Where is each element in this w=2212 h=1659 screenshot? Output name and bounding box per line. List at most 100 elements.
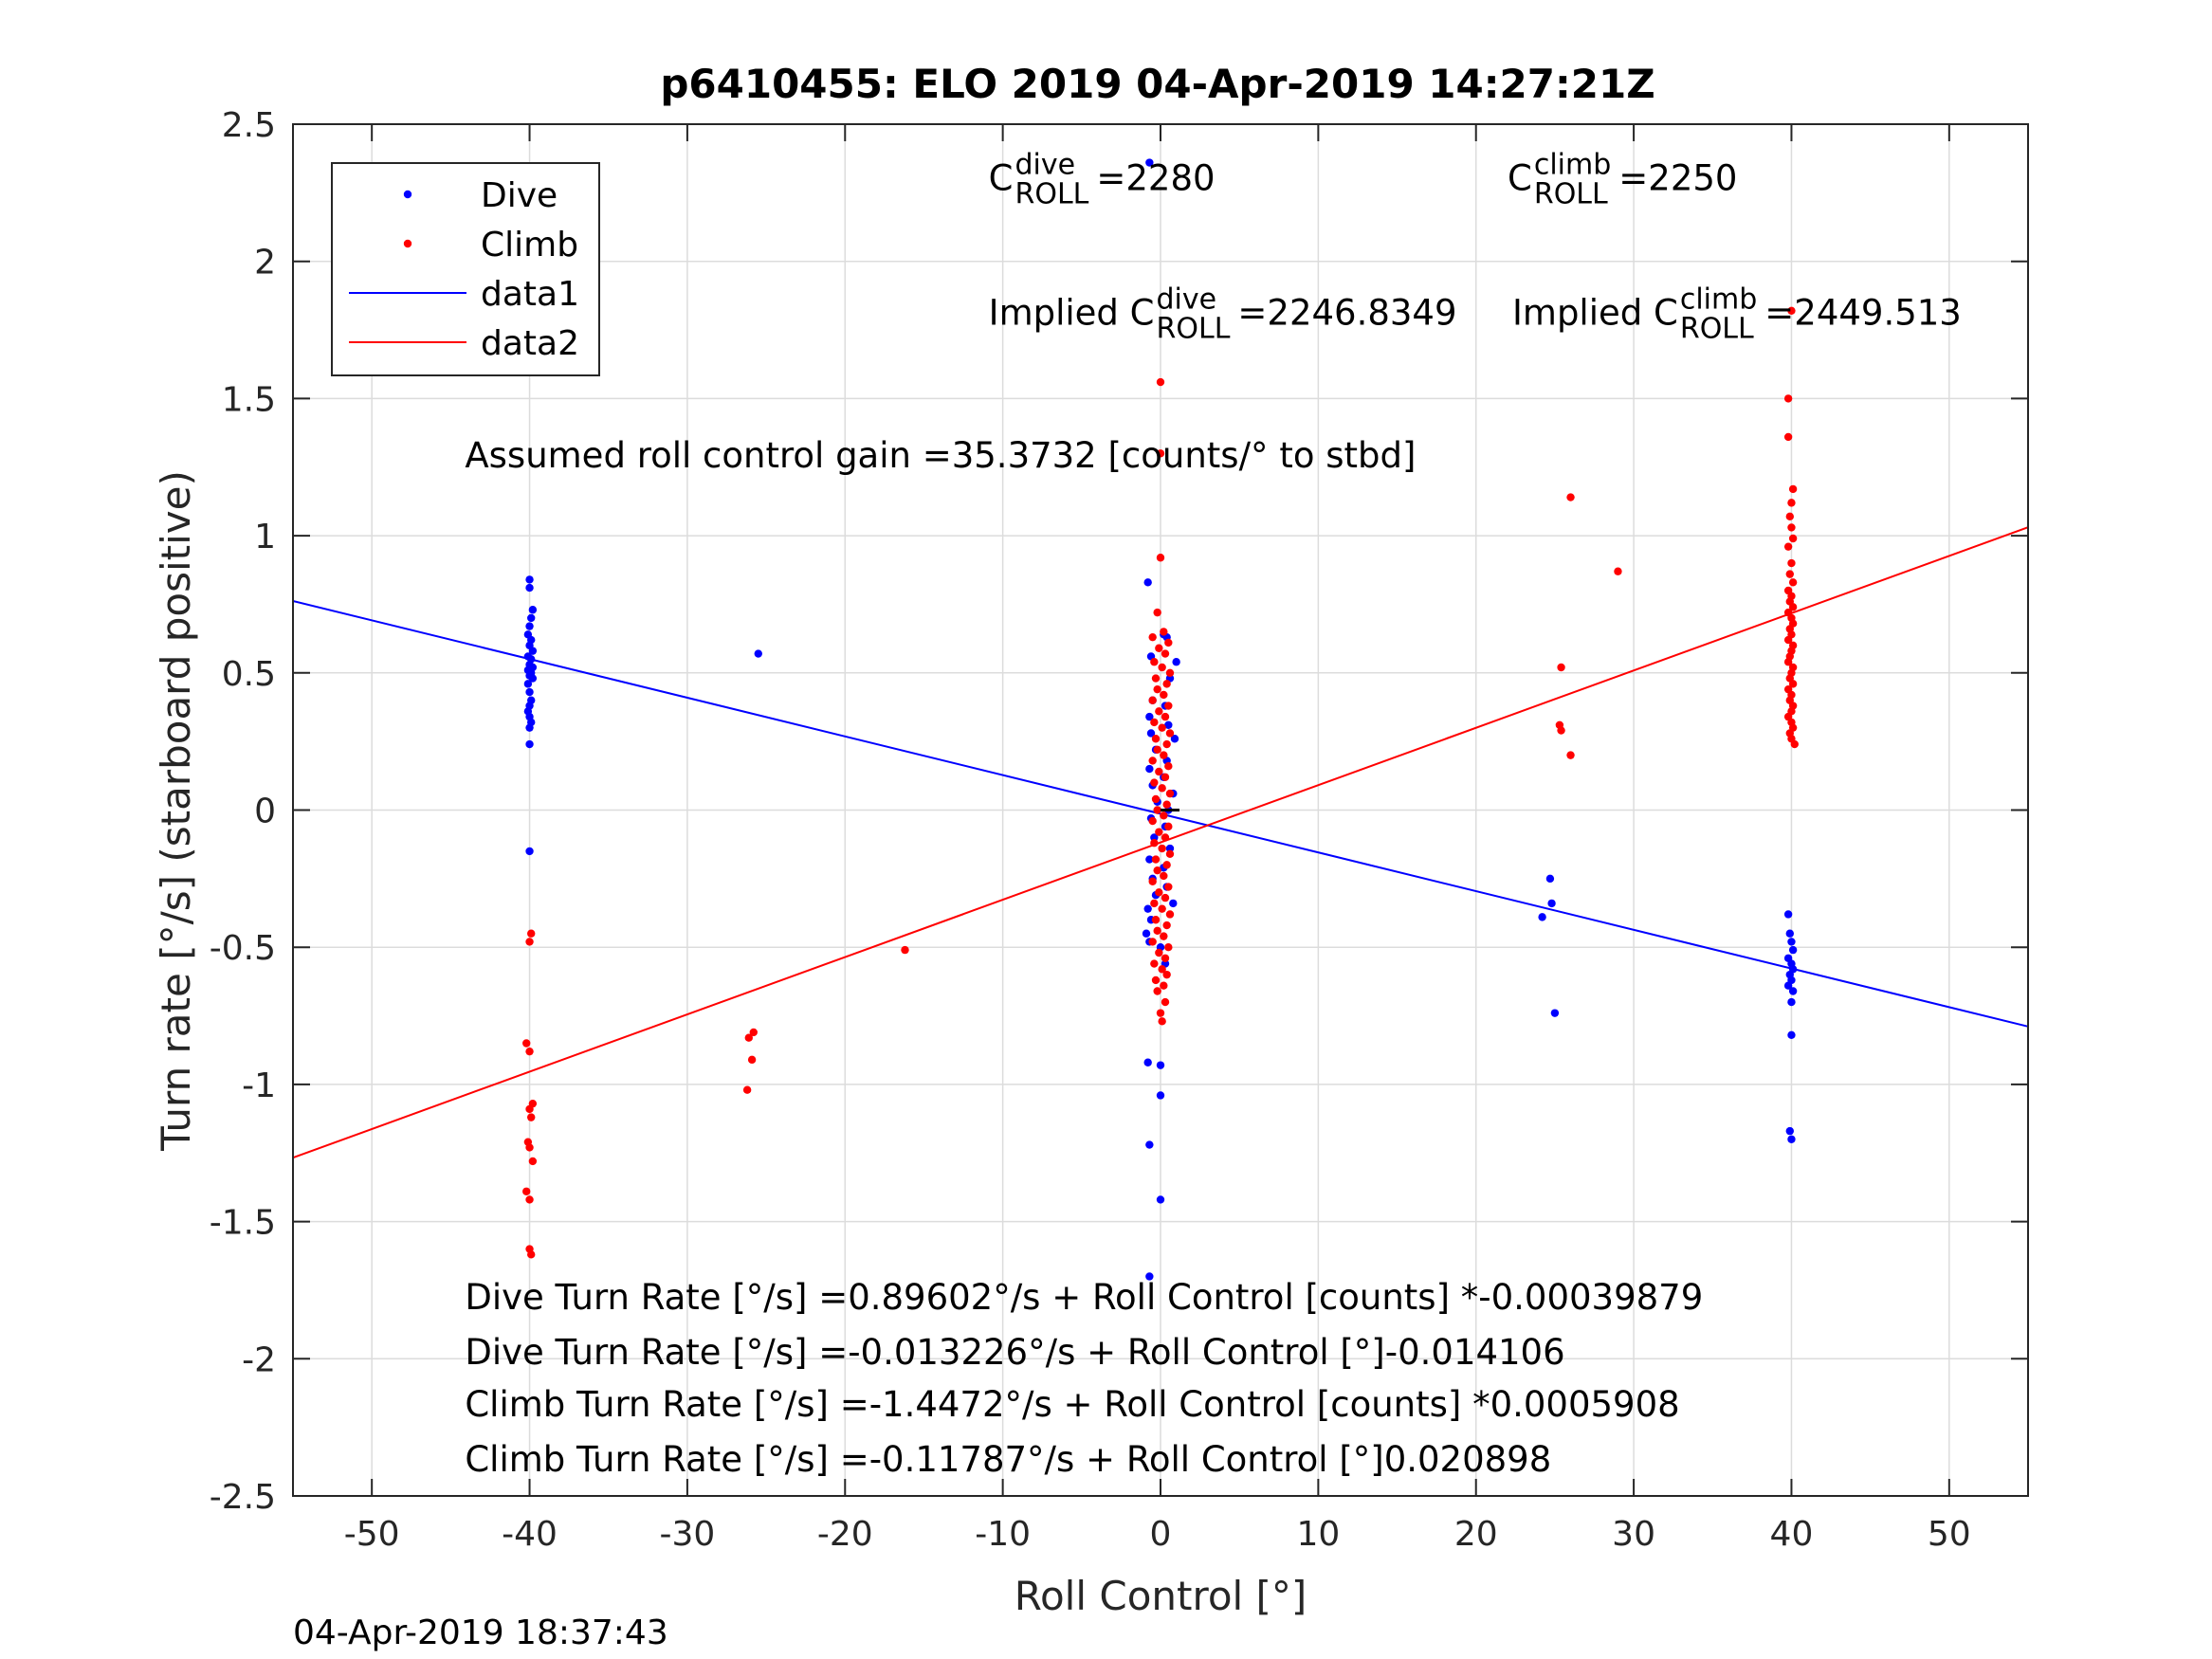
point-climb (1153, 684, 1161, 694)
annotation-text: Dive Turn Rate [°/s] =-0.013226°/s + Rol… (465, 1332, 1564, 1373)
point-climb (901, 945, 909, 955)
point-climb (1162, 921, 1171, 930)
point-climb (1155, 767, 1163, 776)
point-climb (1153, 745, 1161, 755)
point-dive (1169, 899, 1178, 908)
legend: Dive Climb data1 data2 (331, 162, 600, 376)
point-dive (525, 687, 534, 697)
point-dive (754, 649, 762, 658)
x-tick-label: 0 (1150, 1515, 1172, 1554)
point-dive (1785, 1126, 1794, 1136)
point-climb (1788, 534, 1798, 543)
point-dive (528, 606, 538, 614)
point-climb (1165, 729, 1175, 738)
point-dive (1143, 904, 1152, 913)
point-climb (1787, 523, 1796, 532)
point-climb (1158, 904, 1166, 913)
data-points (522, 158, 1799, 1281)
point-climb (1160, 932, 1168, 940)
point-dive (1783, 981, 1793, 990)
point-climb (1164, 822, 1173, 831)
point-climb (1788, 680, 1798, 688)
point-climb (525, 1104, 534, 1114)
point-climb (1788, 484, 1798, 494)
legend-marker-climb (403, 239, 412, 248)
point-climb (1787, 499, 1796, 507)
point-climb (1790, 739, 1799, 749)
legend-label: data1 (481, 275, 579, 314)
point-climb (1160, 811, 1168, 820)
annotation-sub: ROLL (1157, 312, 1231, 345)
point-climb (1614, 567, 1622, 575)
legend-label: Climb (481, 226, 578, 264)
point-climb (525, 938, 534, 946)
point-climb (528, 1157, 538, 1166)
point-dive (1787, 1135, 1796, 1143)
legend-label: data2 (481, 324, 579, 363)
point-climb (1151, 855, 1161, 864)
x-tick-label: -40 (502, 1515, 558, 1554)
annotation-sub: ROLL (1534, 177, 1608, 210)
point-climb (742, 1085, 752, 1094)
y-tick-label: -1 (242, 1066, 276, 1105)
point-climb (1148, 816, 1157, 826)
point-climb (1153, 806, 1161, 814)
y-tick-label: 0 (254, 793, 276, 831)
point-climb (525, 1195, 534, 1204)
legend-box (331, 162, 600, 376)
x-tick-label: -20 (817, 1515, 873, 1554)
point-climb (1148, 632, 1157, 642)
y-tick-label: 2 (254, 244, 276, 283)
annotation-sub: ROLL (1680, 312, 1754, 345)
point-climb (1164, 883, 1173, 891)
point-climb (1787, 558, 1796, 568)
point-climb (1164, 943, 1173, 952)
point-climb (1148, 696, 1157, 704)
x-axis-label: Roll Control [°] (1015, 1573, 1307, 1619)
point-climb (1155, 644, 1163, 652)
point-climb (1158, 723, 1166, 732)
x-tick-label: 50 (1928, 1515, 1971, 1554)
point-climb (1160, 871, 1168, 881)
y-tick-label: 1.5 (222, 380, 276, 419)
point-dive (525, 739, 534, 749)
point-climb (1165, 668, 1175, 677)
point-climb (1153, 608, 1161, 617)
point-climb (1787, 306, 1796, 315)
point-climb (1162, 861, 1171, 869)
annotation-main: Implied C (989, 292, 1155, 333)
y-tick-label: -2 (242, 1340, 276, 1379)
point-dive (523, 680, 533, 688)
point-climb (1150, 959, 1159, 968)
point-climb (1162, 970, 1171, 979)
point-climb (1148, 757, 1157, 765)
point-climb (1160, 690, 1168, 700)
point-dive (1143, 1058, 1152, 1066)
point-climb (1161, 773, 1170, 781)
point-climb (1156, 449, 1165, 458)
point-climb (1161, 833, 1170, 842)
annotation-sup: climb (1680, 283, 1757, 316)
point-climb (1160, 981, 1168, 990)
point-dive (1146, 729, 1156, 738)
annotation-sup: dive (1157, 283, 1217, 316)
point-climb (1161, 893, 1170, 902)
y-tick-label: -2.5 (210, 1478, 276, 1517)
point-climb (1557, 726, 1565, 735)
annotation-text: Climb Turn Rate [°/s] =-1.4472°/s + Roll… (465, 1384, 1679, 1425)
point-climb (1161, 712, 1170, 721)
point-climb (1155, 707, 1163, 716)
annotation-coefficient: C (1508, 157, 1532, 198)
point-dive (527, 613, 536, 623)
point-dive (528, 647, 538, 655)
point-climb (1783, 394, 1793, 403)
point-dive (1145, 764, 1154, 774)
point-climb (1150, 839, 1159, 848)
point-climb (1783, 635, 1793, 645)
point-climb (527, 1113, 536, 1121)
point-dive (1150, 833, 1159, 842)
y-axis-label: Turn rate [°/s] (starboard positive) (153, 470, 199, 1152)
legend-marker-dive (403, 190, 412, 199)
annotation-sup: climb (1534, 148, 1611, 181)
point-dive (525, 723, 534, 732)
